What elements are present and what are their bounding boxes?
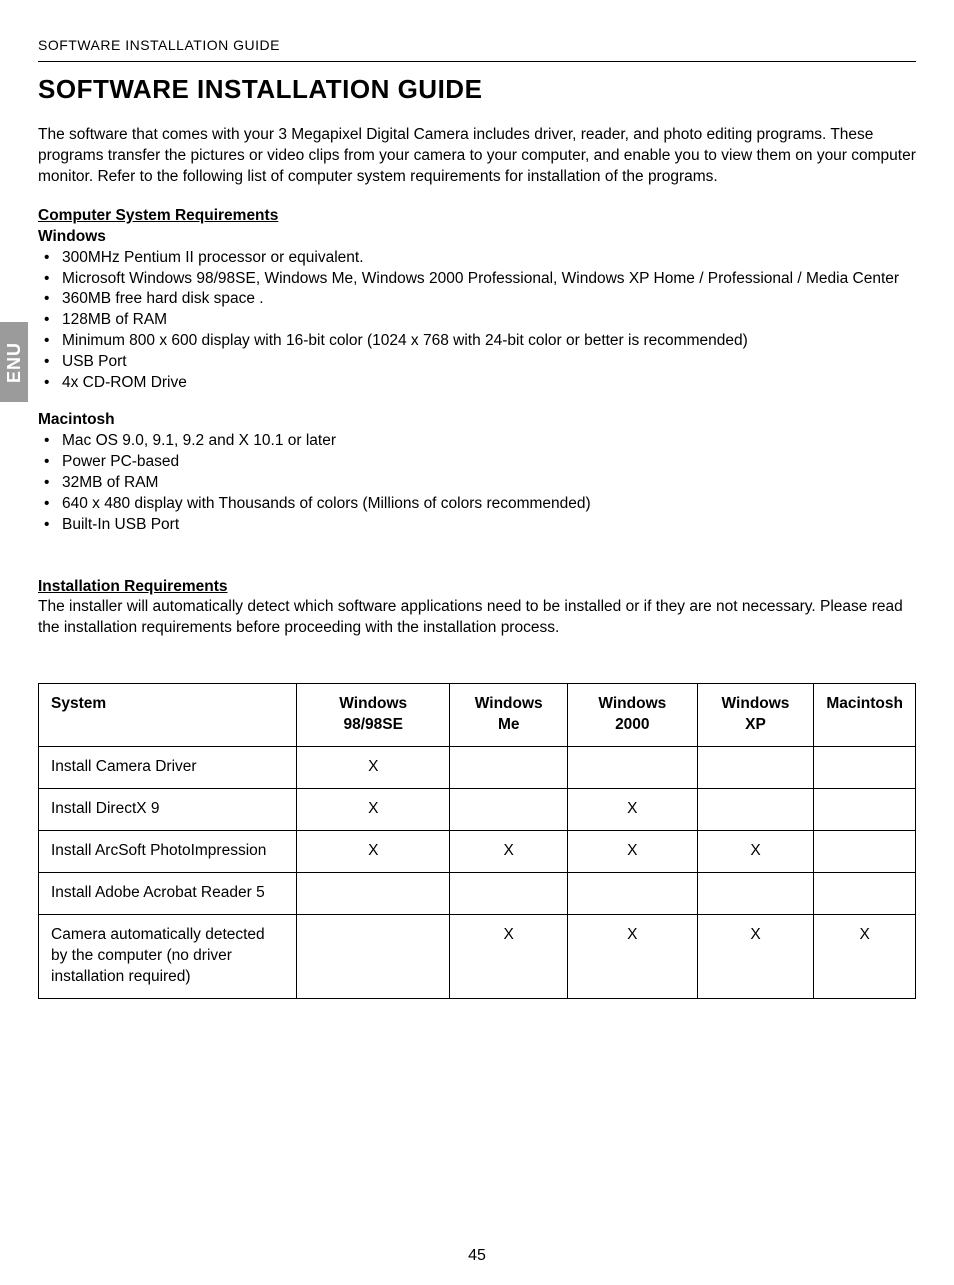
list-item: 4x CD-ROM Drive <box>38 373 916 394</box>
page-number: 45 <box>0 1245 954 1267</box>
table-cell: Install Camera Driver <box>39 747 297 789</box>
table-header: Windows 2000 <box>567 684 697 747</box>
table-cell: X <box>297 747 450 789</box>
table-cell: X <box>567 789 697 831</box>
side-language-tab: ENU <box>0 322 28 402</box>
list-item: Microsoft Windows 98/98SE, Windows Me, W… <box>38 269 916 290</box>
table-cell: X <box>297 830 450 872</box>
table-cell: X <box>814 914 916 998</box>
list-item: Mac OS 9.0, 9.1, 9.2 and X 10.1 or later <box>38 431 916 452</box>
table-header: Windows XP <box>697 684 814 747</box>
table-cell <box>697 789 814 831</box>
installation-requirements-body: The installer will automatically detect … <box>38 597 916 639</box>
installation-requirements-heading: Installation Requirements <box>38 577 916 598</box>
table-cell <box>450 872 567 914</box>
table-cell: X <box>450 914 567 998</box>
table-cell <box>297 914 450 998</box>
table-cell <box>697 747 814 789</box>
table-header-row: System Windows 98/98SE Windows Me Window… <box>39 684 916 747</box>
header-rule <box>38 61 916 62</box>
table-cell <box>450 789 567 831</box>
running-header: SOFTWARE INSTALLATION GUIDE <box>38 36 916 55</box>
table-cell <box>450 747 567 789</box>
table-cell <box>567 747 697 789</box>
table-cell <box>814 830 916 872</box>
table-header: System <box>39 684 297 747</box>
list-item: 360MB free hard disk space . <box>38 289 916 310</box>
list-item: 300MHz Pentium II processor or equivalen… <box>38 248 916 269</box>
list-item: 128MB of RAM <box>38 310 916 331</box>
table-cell: X <box>450 830 567 872</box>
list-item: Minimum 800 x 600 display with 16-bit co… <box>38 331 916 352</box>
table-row: Install Camera Driver X <box>39 747 916 789</box>
table-cell <box>567 872 697 914</box>
table-header: Windows Me <box>450 684 567 747</box>
page-title: SOFTWARE INSTALLATION GUIDE <box>38 72 916 107</box>
list-item: Power PC-based <box>38 452 916 473</box>
table-cell: X <box>567 914 697 998</box>
table-cell: Install DirectX 9 <box>39 789 297 831</box>
table-cell <box>814 747 916 789</box>
table-cell <box>814 872 916 914</box>
table-row: Install DirectX 9 X X <box>39 789 916 831</box>
windows-heading: Windows <box>38 227 916 248</box>
table-cell: X <box>697 830 814 872</box>
table-row: Install ArcSoft PhotoImpression X X X X <box>39 830 916 872</box>
table-cell: Install Adobe Acrobat Reader 5 <box>39 872 297 914</box>
table-row: Camera automatically detected by the com… <box>39 914 916 998</box>
requirements-table: System Windows 98/98SE Windows Me Window… <box>38 683 916 998</box>
table-cell: X <box>697 914 814 998</box>
table-cell: X <box>567 830 697 872</box>
list-item: 640 x 480 display with Thousands of colo… <box>38 494 916 515</box>
macintosh-requirements-list: Mac OS 9.0, 9.1, 9.2 and X 10.1 or later… <box>38 431 916 536</box>
table-header: Windows 98/98SE <box>297 684 450 747</box>
table-cell: Camera automatically detected by the com… <box>39 914 297 998</box>
system-requirements-heading: Computer System Requirements <box>38 206 916 227</box>
list-item: Built-In USB Port <box>38 515 916 536</box>
macintosh-heading: Macintosh <box>38 410 916 431</box>
table-cell <box>814 789 916 831</box>
intro-paragraph: The software that comes with your 3 Mega… <box>38 125 916 188</box>
table-cell <box>297 872 450 914</box>
table-cell <box>697 872 814 914</box>
table-header: Macintosh <box>814 684 916 747</box>
list-item: 32MB of RAM <box>38 473 916 494</box>
table-cell: Install ArcSoft PhotoImpression <box>39 830 297 872</box>
table-row: Install Adobe Acrobat Reader 5 <box>39 872 916 914</box>
table-cell: X <box>297 789 450 831</box>
list-item: USB Port <box>38 352 916 373</box>
windows-requirements-list: 300MHz Pentium II processor or equivalen… <box>38 248 916 394</box>
